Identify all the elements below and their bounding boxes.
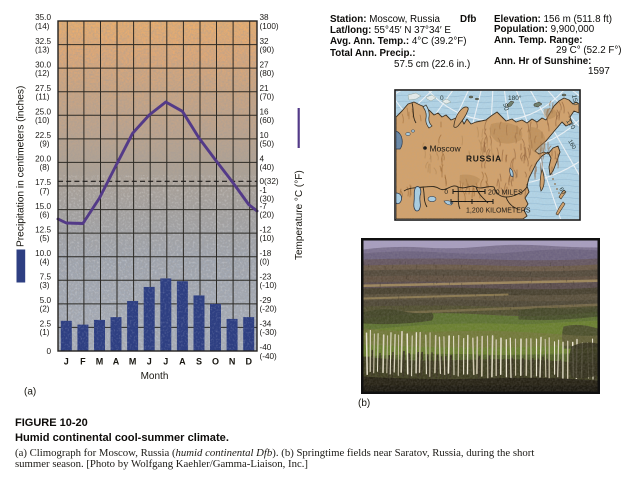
svg-text:(0): (0) bbox=[260, 258, 270, 267]
svg-text:(6): (6) bbox=[39, 210, 49, 219]
svg-text:M: M bbox=[129, 357, 137, 367]
svg-text:32.5: 32.5 bbox=[35, 37, 51, 46]
svg-text:35.0: 35.0 bbox=[35, 13, 51, 22]
svg-text:12.5: 12.5 bbox=[35, 225, 51, 234]
svg-text:(-30): (-30) bbox=[260, 328, 278, 337]
svg-text:15.0: 15.0 bbox=[35, 202, 51, 211]
svg-text:(1): (1) bbox=[39, 328, 49, 337]
svg-text:-23: -23 bbox=[260, 273, 272, 282]
svg-text:(5): (5) bbox=[39, 234, 49, 243]
svg-text:38: 38 bbox=[260, 13, 270, 22]
svg-text:(4): (4) bbox=[39, 258, 49, 267]
svg-text:Temperature °C (°F): Temperature °C (°F) bbox=[294, 170, 305, 260]
svg-text:(30): (30) bbox=[260, 194, 275, 203]
svg-text:Month: Month bbox=[141, 371, 169, 382]
svg-text:32: 32 bbox=[260, 37, 270, 46]
svg-text:-34: -34 bbox=[260, 320, 272, 329]
svg-text:O: O bbox=[212, 357, 219, 367]
svg-text:A: A bbox=[113, 357, 120, 367]
svg-text:-12: -12 bbox=[260, 225, 272, 234]
svg-text:2.5: 2.5 bbox=[40, 320, 52, 329]
svg-text:(9): (9) bbox=[39, 140, 49, 149]
svg-text:(a): (a) bbox=[24, 387, 36, 398]
svg-text:-18: -18 bbox=[260, 249, 272, 258]
svg-text:10: 10 bbox=[260, 131, 270, 140]
svg-text:0: 0 bbox=[46, 347, 51, 356]
svg-text:(90): (90) bbox=[260, 45, 275, 54]
svg-text:(60): (60) bbox=[260, 116, 275, 125]
svg-text:J: J bbox=[64, 357, 69, 367]
svg-text:(100): (100) bbox=[260, 22, 279, 31]
svg-text:Precipitation in centimeters (: Precipitation in centimeters (inches) bbox=[16, 86, 27, 247]
svg-text:(7): (7) bbox=[39, 187, 49, 196]
svg-text:A: A bbox=[179, 357, 186, 367]
svg-text:(-40): (-40) bbox=[260, 352, 278, 361]
svg-text:J: J bbox=[147, 357, 152, 367]
svg-text:17.5: 17.5 bbox=[35, 178, 51, 187]
svg-text:(-10): (-10) bbox=[260, 281, 278, 290]
svg-text:M: M bbox=[96, 357, 104, 367]
svg-text:D: D bbox=[245, 357, 252, 367]
svg-text:J: J bbox=[163, 357, 168, 367]
svg-text:(20): (20) bbox=[260, 210, 275, 219]
svg-text:4: 4 bbox=[260, 155, 265, 164]
svg-text:20.0: 20.0 bbox=[35, 155, 51, 164]
svg-text:21: 21 bbox=[260, 84, 270, 93]
svg-text:N: N bbox=[229, 357, 236, 367]
svg-text:30.0: 30.0 bbox=[35, 60, 51, 69]
svg-text:16: 16 bbox=[260, 108, 270, 117]
svg-text:-29: -29 bbox=[260, 296, 272, 305]
svg-text:(10): (10) bbox=[35, 116, 50, 125]
svg-text:(-20): (-20) bbox=[260, 305, 278, 314]
svg-text:S: S bbox=[196, 357, 202, 367]
svg-text:7.5: 7.5 bbox=[40, 273, 52, 282]
svg-text:27: 27 bbox=[260, 60, 270, 69]
svg-text:(10): (10) bbox=[260, 234, 275, 243]
svg-text:5.0: 5.0 bbox=[40, 296, 52, 305]
svg-text:(2): (2) bbox=[39, 305, 49, 314]
svg-text:(11): (11) bbox=[36, 93, 50, 102]
svg-text:(14): (14) bbox=[35, 22, 50, 31]
svg-text:(80): (80) bbox=[260, 69, 275, 78]
svg-text:25.0: 25.0 bbox=[35, 108, 51, 117]
svg-text:-7: -7 bbox=[260, 202, 268, 211]
svg-text:-1: -1 bbox=[260, 186, 268, 195]
svg-text:(3): (3) bbox=[39, 281, 49, 290]
svg-text:(50): (50) bbox=[260, 140, 275, 149]
svg-text:(70): (70) bbox=[260, 93, 275, 102]
svg-text:F: F bbox=[80, 357, 86, 367]
svg-text:22.5: 22.5 bbox=[35, 131, 51, 140]
svg-text:10.0: 10.0 bbox=[35, 249, 51, 258]
svg-text:(12): (12) bbox=[35, 69, 50, 78]
svg-text:27.5: 27.5 bbox=[35, 84, 51, 93]
svg-text:-40: -40 bbox=[260, 343, 272, 352]
svg-text:(40): (40) bbox=[260, 163, 275, 172]
svg-text:(8): (8) bbox=[39, 163, 49, 172]
svg-text:(13): (13) bbox=[35, 45, 50, 54]
svg-text:0(32): 0(32) bbox=[260, 177, 279, 186]
